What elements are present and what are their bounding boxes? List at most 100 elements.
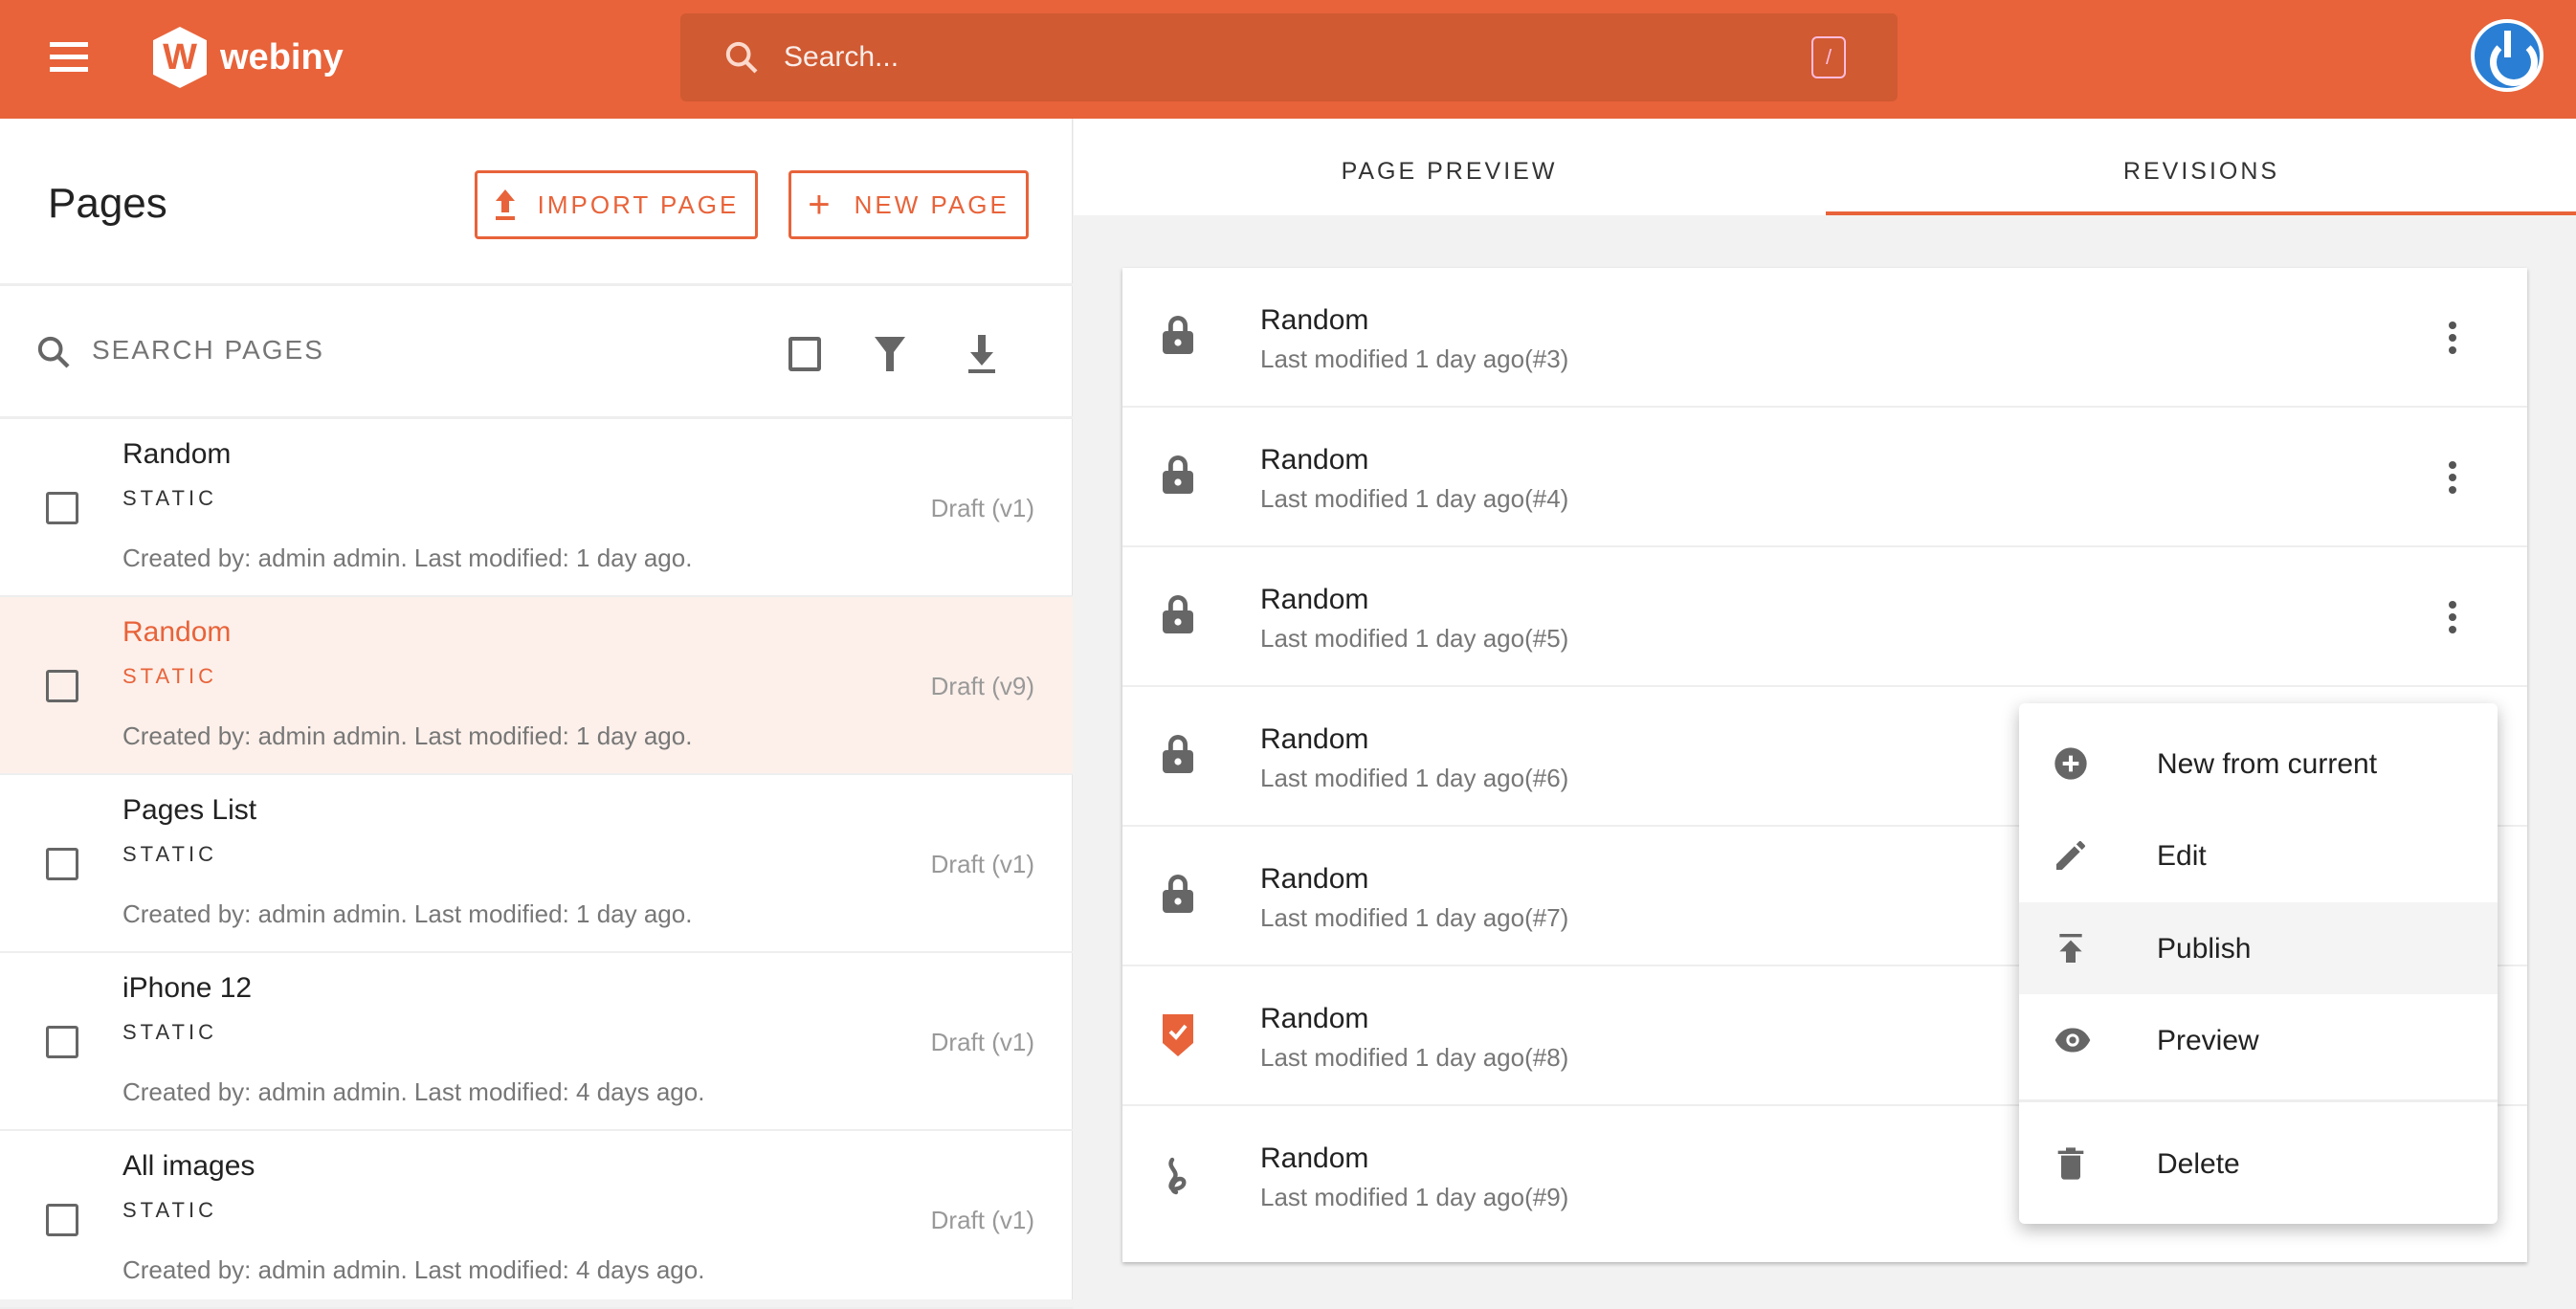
revision-item[interactable]: Random Last modified 1 day ago(#4) bbox=[1122, 408, 2527, 547]
page-list-item[interactable]: Random STATIC Draft (v1) Created by: adm… bbox=[0, 419, 1073, 597]
page-type: STATIC bbox=[122, 842, 217, 866]
user-avatar-power-icon[interactable] bbox=[2471, 19, 2543, 92]
revision-meta: Last modified 1 day ago(#4) bbox=[1260, 484, 1569, 513]
page-title-text: iPhone 12 bbox=[122, 972, 253, 1004]
row-checkbox[interactable] bbox=[46, 1204, 78, 1236]
revision-title: Random bbox=[1260, 304, 1369, 336]
page-list-item[interactable]: Pages List STATIC Draft (v1) Created by:… bbox=[0, 775, 1073, 953]
draft-squiggle-icon bbox=[1161, 1152, 1195, 1198]
menu-item-new-from-current[interactable]: New from current bbox=[2019, 718, 2498, 810]
import-page-button[interactable]: IMPORT PAGE bbox=[475, 170, 758, 239]
page-type: STATIC bbox=[122, 1198, 217, 1222]
published-badge-icon bbox=[1161, 1012, 1195, 1058]
page-title-text: Random bbox=[122, 616, 232, 648]
revision-item[interactable]: Random Last modified 1 day ago(#6) bbox=[1122, 687, 2527, 827]
plus-icon: + bbox=[808, 183, 833, 226]
page-meta: Created by: admin admin. Last modified: … bbox=[122, 721, 693, 750]
import-page-label: IMPORT PAGE bbox=[537, 189, 740, 219]
row-checkbox[interactable] bbox=[46, 1026, 78, 1058]
new-page-label: NEW PAGE bbox=[854, 189, 1010, 219]
menu-item-publish[interactable]: Publish bbox=[2019, 902, 2498, 994]
more-vert-icon[interactable] bbox=[2449, 322, 2458, 359]
upload-icon bbox=[495, 189, 515, 220]
lock-icon bbox=[1161, 873, 1195, 919]
page-type: STATIC bbox=[122, 486, 217, 510]
tab-page-preview[interactable]: PAGE PREVIEW bbox=[1341, 158, 1558, 185]
filter-icon[interactable] bbox=[871, 333, 909, 375]
revision-item[interactable]: Random Last modified 1 day ago(#7) bbox=[1122, 827, 2527, 966]
revision-item[interactable]: Random Last modified 1 day ago(#9) bbox=[1122, 1106, 2527, 1246]
pages-header: Pages IMPORT PAGE + NEW PAGE bbox=[0, 119, 1073, 286]
pencil-icon bbox=[2052, 836, 2090, 875]
revision-item[interactable]: Random Last modified 1 day ago(#3) bbox=[1122, 268, 2527, 408]
menu-item-preview[interactable]: Preview bbox=[2019, 994, 2498, 1086]
revision-item[interactable]: Random Last modified 1 day ago(#5) bbox=[1122, 547, 2527, 687]
revision-title: Random bbox=[1260, 1143, 1369, 1174]
page-list-item[interactable]: Random STATIC Draft (v9) Created by: adm… bbox=[0, 597, 1073, 775]
page-status: Draft (v1) bbox=[930, 494, 1034, 522]
revision-meta: Last modified 1 day ago(#6) bbox=[1260, 764, 1569, 792]
more-vert-icon[interactable] bbox=[2449, 601, 2458, 638]
eye-icon bbox=[2052, 1021, 2091, 1059]
revision-meta: Last modified 1 day ago(#3) bbox=[1260, 344, 1569, 373]
menu-item-edit[interactable]: Edit bbox=[2019, 810, 2498, 901]
search-pages-input[interactable] bbox=[92, 335, 666, 366]
menu-label: Edit bbox=[2157, 840, 2207, 872]
row-checkbox[interactable] bbox=[46, 492, 78, 524]
shortcut-hint: / bbox=[1811, 36, 1846, 78]
new-page-button[interactable]: + NEW PAGE bbox=[788, 170, 1029, 239]
revision-title: Random bbox=[1260, 1003, 1369, 1034]
tab-bar: PAGE PREVIEW REVISIONS bbox=[1074, 119, 2576, 215]
lock-icon bbox=[1161, 314, 1195, 360]
logo-text: webiny bbox=[220, 36, 344, 78]
revision-context-menu: New from current Edit Publish Preview De… bbox=[2019, 703, 2498, 1224]
page-status: Draft (v1) bbox=[930, 1028, 1034, 1056]
download-icon[interactable] bbox=[963, 333, 1001, 375]
row-checkbox[interactable] bbox=[46, 670, 78, 702]
search-pages-row bbox=[0, 289, 1073, 419]
page-list-item[interactable]: All images STATIC Draft (v1) Created by:… bbox=[0, 1131, 1073, 1309]
publish-icon bbox=[2052, 929, 2090, 967]
revision-item[interactable]: Random Last modified 1 day ago(#8) bbox=[1122, 966, 2527, 1106]
page-status: Draft (v1) bbox=[930, 850, 1034, 878]
revision-title: Random bbox=[1260, 723, 1369, 755]
page-title-text: All images bbox=[122, 1150, 255, 1182]
hamburger-menu-icon[interactable] bbox=[50, 42, 88, 73]
page-meta: Created by: admin admin. Last modified: … bbox=[122, 1077, 705, 1106]
menu-label: Preview bbox=[2157, 1025, 2259, 1056]
page-status: Draft (v9) bbox=[930, 672, 1034, 700]
menu-divider bbox=[2019, 1099, 2498, 1102]
page-title: Pages bbox=[48, 180, 167, 227]
lock-icon bbox=[1161, 733, 1195, 779]
page-meta: Created by: admin admin. Last modified: … bbox=[122, 899, 693, 928]
revision-title: Random bbox=[1260, 584, 1369, 615]
search-input[interactable]: Search... bbox=[784, 41, 899, 73]
menu-label: Delete bbox=[2157, 1148, 2240, 1180]
select-all-checkbox-icon[interactable] bbox=[788, 333, 827, 375]
page-meta: Created by: admin admin. Last modified: … bbox=[122, 544, 693, 572]
row-checkbox[interactable] bbox=[46, 848, 78, 880]
page-list-item[interactable]: iPhone 12 STATIC Draft (v1) Created by: … bbox=[0, 953, 1073, 1131]
menu-item-delete[interactable]: Delete bbox=[2019, 1118, 2498, 1209]
more-vert-icon[interactable] bbox=[2449, 461, 2458, 499]
revision-meta: Last modified 1 day ago(#7) bbox=[1260, 903, 1569, 932]
revision-meta: Last modified 1 day ago(#8) bbox=[1260, 1043, 1569, 1072]
revision-meta: Last modified 1 day ago(#5) bbox=[1260, 624, 1569, 653]
page-type: STATIC bbox=[122, 664, 217, 688]
pages-panel: Pages IMPORT PAGE + NEW PAGE Random STAT… bbox=[0, 119, 1073, 1309]
page-meta: Created by: admin admin. Last modified: … bbox=[122, 1255, 705, 1284]
revision-title: Random bbox=[1260, 444, 1369, 476]
page-title-text: Pages List bbox=[122, 794, 257, 826]
menu-label: New from current bbox=[2157, 748, 2378, 780]
add-circle-icon bbox=[2052, 744, 2090, 783]
page-title-text: Random bbox=[122, 438, 232, 470]
search-icon bbox=[34, 333, 73, 380]
search-icon bbox=[722, 38, 761, 77]
page-type: STATIC bbox=[122, 1020, 217, 1044]
tab-revisions[interactable]: REVISIONS bbox=[1826, 119, 2576, 215]
menu-label: Publish bbox=[2157, 933, 2252, 965]
revision-title: Random bbox=[1260, 863, 1369, 895]
global-search[interactable]: Search... / bbox=[680, 13, 1898, 101]
